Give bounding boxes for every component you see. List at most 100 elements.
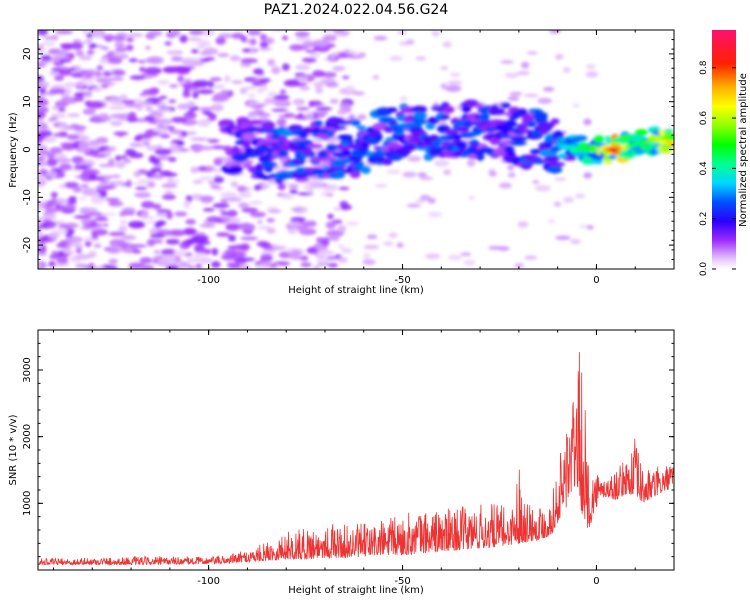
spectrogram-noise-blob	[443, 169, 452, 175]
spectrogram-noise-blob	[124, 103, 141, 108]
spectrogram-noise-blob	[229, 55, 241, 62]
spectrogram-noise-blob	[45, 207, 62, 213]
colorbar-label: Normalized spectral amplitude	[738, 73, 749, 227]
spectrogram-ridge-blob	[456, 126, 470, 133]
spectrogram-noise-blob	[46, 158, 58, 167]
spectrogram-noise-blob	[38, 121, 47, 130]
spectrogram-ridge-blob	[444, 128, 458, 136]
spectrogram-noise-blob	[173, 250, 187, 257]
spectrogram-ridge-blob	[326, 143, 338, 152]
colorbar: 0.0 0.2 0.4 0.6 0.8 Normalized spectral ampl…	[699, 30, 749, 276]
spectrogram-noise-blob	[95, 77, 113, 84]
spectrogram-noise-blob	[100, 212, 117, 216]
spectrogram-noise-blob	[38, 156, 46, 162]
spectrogram-noise-blob	[126, 116, 138, 123]
spectrogram-noise-blob	[264, 97, 278, 105]
spectrogram-ridge-blob	[593, 135, 605, 144]
spectrogram-noise-blob	[170, 56, 183, 62]
spectrogram-noise-blob	[238, 191, 252, 198]
spectrogram-noise-blob	[149, 233, 165, 238]
spectrogram-noise-blob	[213, 158, 223, 166]
spectrogram-noise-blob	[60, 96, 78, 105]
spectrogram-noise-blob	[277, 183, 286, 191]
snr-panel: -100 -50 0 1000 2000 3000 Height of straight …	[8, 329, 675, 596]
spectrogram-noise-blob	[121, 234, 137, 240]
spectrogram-noise-blob	[574, 193, 586, 199]
spectrogram-noise-blob	[289, 189, 298, 195]
spectrogram-noise-blob	[122, 207, 136, 213]
spectrogram-noise-blob	[281, 35, 289, 41]
spectrogram-noise-blob	[427, 211, 443, 218]
spectrogram-noise-blob	[132, 249, 142, 254]
spectrogram-noise-blob	[329, 98, 339, 104]
spectrogram-noise-blob	[287, 221, 300, 226]
spectrogram-noise-blob	[66, 236, 83, 244]
spectrogram-ridge-blob	[341, 149, 352, 157]
spectrogram-noise-blob	[400, 95, 408, 102]
spectrogram-noise-blob	[534, 184, 551, 192]
spectrogram-noise-blob	[345, 221, 360, 226]
spectrogram-noise-blob	[159, 170, 173, 177]
spectrogram-noise-blob	[215, 36, 226, 45]
spectrogram-ridge-blob	[563, 156, 577, 161]
spectrogram-noise-blob	[38, 230, 44, 238]
spectrogram-noise-blob	[197, 89, 215, 95]
spectrogram-noise-blob	[207, 180, 216, 185]
spectrogram-noise-blob	[101, 46, 109, 50]
spectrogram-noise-blob	[50, 115, 58, 122]
spectrogram-noise-blob	[442, 41, 452, 48]
spectrogram-noise-blob	[212, 202, 230, 209]
spectrogram-noise-blob	[406, 39, 415, 45]
spectrogram-noise-blob	[244, 86, 257, 90]
spectrogram-noise-blob	[300, 255, 309, 262]
spectrogram-noise-blob	[267, 58, 276, 67]
spectrogram-noise-blob	[383, 241, 394, 246]
spectrogram-ridge-blob	[361, 140, 370, 149]
spectrogram-noise-blob	[239, 87, 248, 95]
spectrogram-ridge-blob	[331, 158, 346, 168]
spectrogram-noise-blob	[287, 228, 298, 234]
spectrogram-noise-blob	[129, 75, 146, 81]
spectrogram-noise-blob	[312, 265, 321, 269]
spectrogram-noise-blob	[109, 113, 128, 119]
spectrogram-noise-blob	[249, 47, 256, 55]
spectrogram-noise-blob	[89, 220, 98, 228]
spectrogram-noise-blob	[75, 49, 84, 57]
spectrogram-noise-blob	[209, 77, 222, 82]
spectrogram-noise-blob	[290, 82, 308, 87]
spectrogram-noise-blob	[362, 259, 376, 266]
y-tick-label: 0	[22, 146, 33, 152]
spectrogram-noise-blob	[199, 51, 211, 56]
spectrogram-noise-blob	[271, 66, 281, 75]
spectrogram-noise-blob	[366, 234, 378, 240]
spectrogram-ridge-blob	[415, 119, 428, 125]
spectrogram-noise-blob	[174, 211, 188, 217]
spectrogram-noise-blob	[142, 141, 151, 147]
spectrogram-noise-blob	[139, 66, 146, 72]
y-tick-label: 1000	[22, 491, 33, 516]
spectrogram-noise-blob	[38, 49, 46, 55]
spectrogram-ridge-blob	[333, 170, 346, 179]
spectrogram-noise-blob	[54, 228, 68, 235]
spectrogram-noise-blob	[225, 93, 232, 98]
spectrogram-ridge-blob	[509, 140, 527, 146]
spectrogram-noise-blob	[127, 111, 137, 119]
spectrogram-noise-blob	[56, 50, 69, 55]
spectrogram-ridge-blob	[510, 135, 528, 142]
spectrogram-noise-blob	[437, 121, 448, 126]
spectrogram-noise-blob	[144, 115, 155, 121]
colorbar-tick-label: 0.8	[699, 60, 709, 75]
spectrogram-noise-blob	[446, 80, 463, 86]
spectrogram-noise-blob	[236, 185, 247, 193]
spectrogram-noise-blob	[125, 44, 134, 51]
spectrogram-noise-blob	[231, 32, 244, 39]
spectrogram-noise-blob	[337, 256, 348, 264]
spectrogram-noise-blob	[316, 111, 325, 118]
spectrogram-noise-blob	[191, 49, 199, 54]
spectrogram-noise-blob	[299, 85, 311, 91]
spectrogram-noise-blob	[73, 215, 92, 219]
spectrogram-noise-blob	[86, 32, 94, 39]
spectrogram-noise-blob	[227, 245, 236, 249]
spectrogram-noise-blob	[86, 50, 95, 55]
